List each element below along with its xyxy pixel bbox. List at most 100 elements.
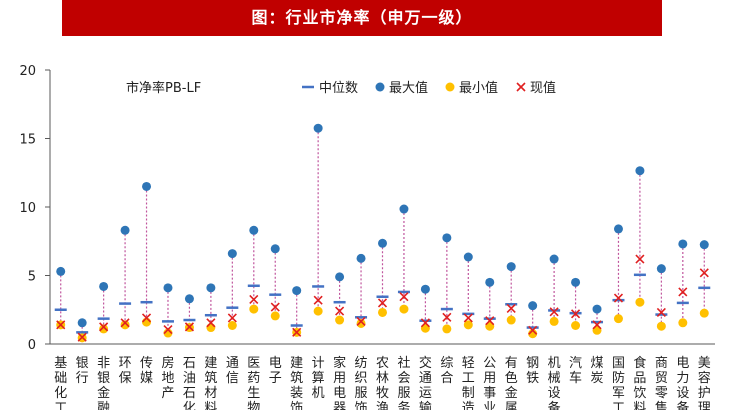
max-point [313, 123, 323, 133]
x-tick-label: 钢铁 [526, 356, 539, 386]
min-point [335, 315, 345, 325]
max-point [99, 281, 109, 291]
legend-max-label: 最大值 [389, 80, 428, 96]
max-point [442, 233, 452, 243]
min-point [506, 315, 516, 325]
x-tick-label: 综合 [440, 356, 453, 386]
min-point [99, 324, 109, 334]
x-tick-label: 电子 [269, 356, 282, 386]
min-point [442, 324, 452, 334]
current-point [227, 313, 237, 323]
x-tick-label: 建筑材料 [204, 356, 217, 410]
min-point [699, 308, 709, 318]
y-tick-label: 20 [19, 64, 36, 79]
x-tick-label: 医药生物 [247, 356, 260, 410]
max-point [399, 204, 409, 214]
current-point [56, 320, 66, 330]
current-point [292, 327, 302, 337]
x-tick-label: 机械设备 [548, 356, 561, 410]
max-point [163, 283, 173, 293]
legend-max-swatch [375, 82, 385, 92]
x-tick-label: 汽车 [569, 356, 582, 386]
min-point [206, 323, 216, 333]
min-point [549, 316, 559, 326]
max-point [249, 225, 259, 235]
x-tick-label: 美容护理 [698, 356, 711, 410]
x-tick-label: 传媒 [140, 356, 153, 386]
current-point [506, 303, 516, 313]
x-tick-label: 公用事业 [483, 356, 496, 410]
current-point [120, 318, 130, 328]
x-tick-label: 非银金融 [97, 356, 110, 410]
current-point [699, 268, 709, 278]
x-tick-label: 建筑装饰 [290, 356, 303, 410]
x-tick-label: 商贸零售 [655, 356, 668, 410]
current-point [678, 287, 688, 297]
max-point [142, 181, 152, 191]
min-point [313, 306, 323, 316]
max-point [227, 249, 237, 259]
min-point [120, 320, 130, 330]
max-point [184, 294, 194, 304]
current-point [335, 306, 345, 316]
current-point [528, 325, 538, 335]
min-point [249, 304, 259, 314]
x-tick-label: 银行 [76, 356, 89, 386]
max-point [485, 277, 495, 287]
current-point [549, 307, 559, 317]
min-point [635, 297, 645, 307]
min-point [656, 321, 666, 331]
min-point [227, 321, 237, 331]
current-point [184, 322, 195, 332]
current-point [313, 295, 323, 305]
min-point [356, 318, 366, 328]
max-point [528, 301, 538, 311]
current-point [141, 313, 152, 323]
current-point [249, 294, 259, 305]
chart-subtitle: 市净率PB-LF [126, 80, 201, 96]
max-point [270, 244, 280, 254]
current-point [635, 254, 645, 264]
max-point [77, 318, 87, 328]
current-point [99, 322, 109, 332]
max-point [699, 240, 709, 250]
x-tick-label: 纺织服饰 [355, 356, 368, 410]
current-point [399, 292, 409, 302]
max-point [678, 239, 688, 249]
x-tick-label: 交通运输 [419, 355, 432, 410]
y-tick-label: 5 [28, 270, 36, 285]
max-point [592, 304, 602, 314]
x-tick-label: 通信 [226, 356, 239, 386]
current-point [270, 302, 280, 312]
current-point [163, 325, 173, 335]
min-point [270, 311, 280, 321]
y-tick-label: 0 [28, 338, 36, 353]
x-tick-label: 食品饮料 [633, 355, 646, 410]
current-point [592, 320, 602, 330]
min-point [463, 320, 473, 330]
max-point [206, 283, 216, 293]
min-point [571, 321, 581, 331]
max-point [506, 262, 516, 272]
current-point [356, 316, 366, 326]
x-tick-label: 基础化工 [54, 356, 67, 410]
max-point [356, 253, 366, 263]
min-point [378, 307, 387, 317]
x-tick-label: 家用电器 [333, 355, 346, 410]
max-point [613, 224, 623, 234]
x-tick-label: 煤炭 [591, 356, 604, 386]
current-point [485, 316, 495, 326]
x-tick-label: 电力设备 [676, 356, 689, 410]
current-point [77, 332, 87, 342]
max-point [549, 254, 559, 264]
max-point [378, 238, 387, 248]
current-point [377, 298, 388, 308]
current-point [613, 293, 624, 303]
max-point [292, 286, 302, 296]
min-point [678, 318, 688, 328]
x-tick-label: 石油石化 [183, 356, 196, 410]
min-point [613, 314, 623, 324]
x-tick-label: 农林牧渔 [376, 356, 389, 410]
legend-min-swatch [445, 82, 455, 92]
